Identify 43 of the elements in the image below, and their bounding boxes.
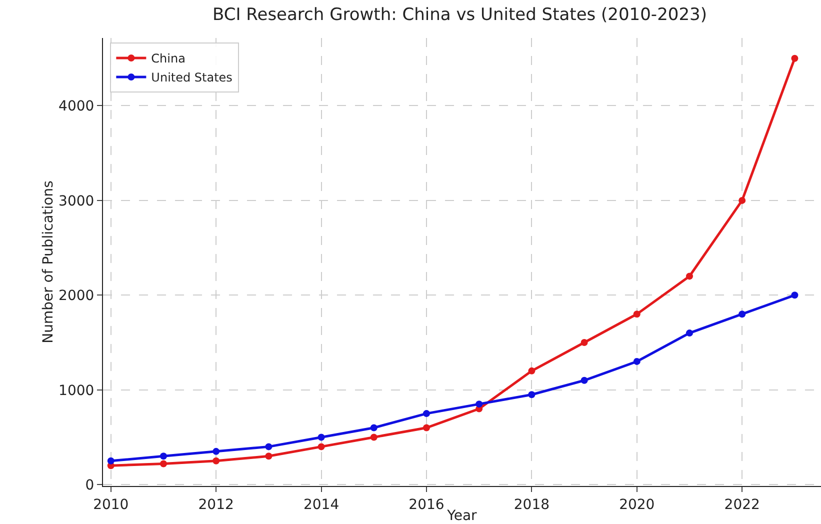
point <box>633 310 640 318</box>
point <box>160 460 167 468</box>
point <box>422 424 430 432</box>
point <box>580 376 588 384</box>
x-tick-label: 2018 <box>514 496 550 513</box>
point <box>476 400 483 408</box>
point <box>528 367 536 374</box>
point <box>791 292 798 299</box>
chart-title: BCI Research Growth: China vs United States (2010-2023) <box>212 4 707 25</box>
point <box>370 424 378 432</box>
point <box>370 434 378 441</box>
point <box>160 452 167 460</box>
point <box>265 443 272 450</box>
point <box>580 339 588 346</box>
point <box>318 443 325 450</box>
point <box>107 457 114 464</box>
point <box>686 272 693 280</box>
x-axis-title: Year <box>446 508 478 524</box>
legend-label: China <box>151 52 186 66</box>
point <box>686 330 693 337</box>
y-tick-label: 2000 <box>58 288 94 304</box>
point <box>212 448 220 455</box>
point <box>422 410 430 418</box>
x-tick-label: 2022 <box>724 496 760 513</box>
y-tick-label: 4000 <box>58 98 94 115</box>
point <box>212 457 220 464</box>
x-tick-label: 2016 <box>408 496 444 513</box>
point <box>318 434 325 441</box>
point <box>738 310 746 318</box>
x-tick-label: 2020 <box>619 496 655 513</box>
point <box>791 54 798 62</box>
point <box>528 391 536 398</box>
x-tick-label: 2014 <box>303 496 340 513</box>
legend-label: United States <box>151 70 232 85</box>
y-tick-label: 0 <box>85 477 94 494</box>
x-tick-label: 2010 <box>93 496 129 513</box>
y-tick-label: 3000 <box>58 193 94 210</box>
x-tick-label: 2012 <box>198 496 234 513</box>
y-tick-label: 1000 <box>58 382 94 399</box>
point <box>633 358 640 365</box>
point <box>738 196 746 204</box>
y-axis-title: Number of Publications <box>40 180 57 344</box>
point <box>265 452 272 460</box>
